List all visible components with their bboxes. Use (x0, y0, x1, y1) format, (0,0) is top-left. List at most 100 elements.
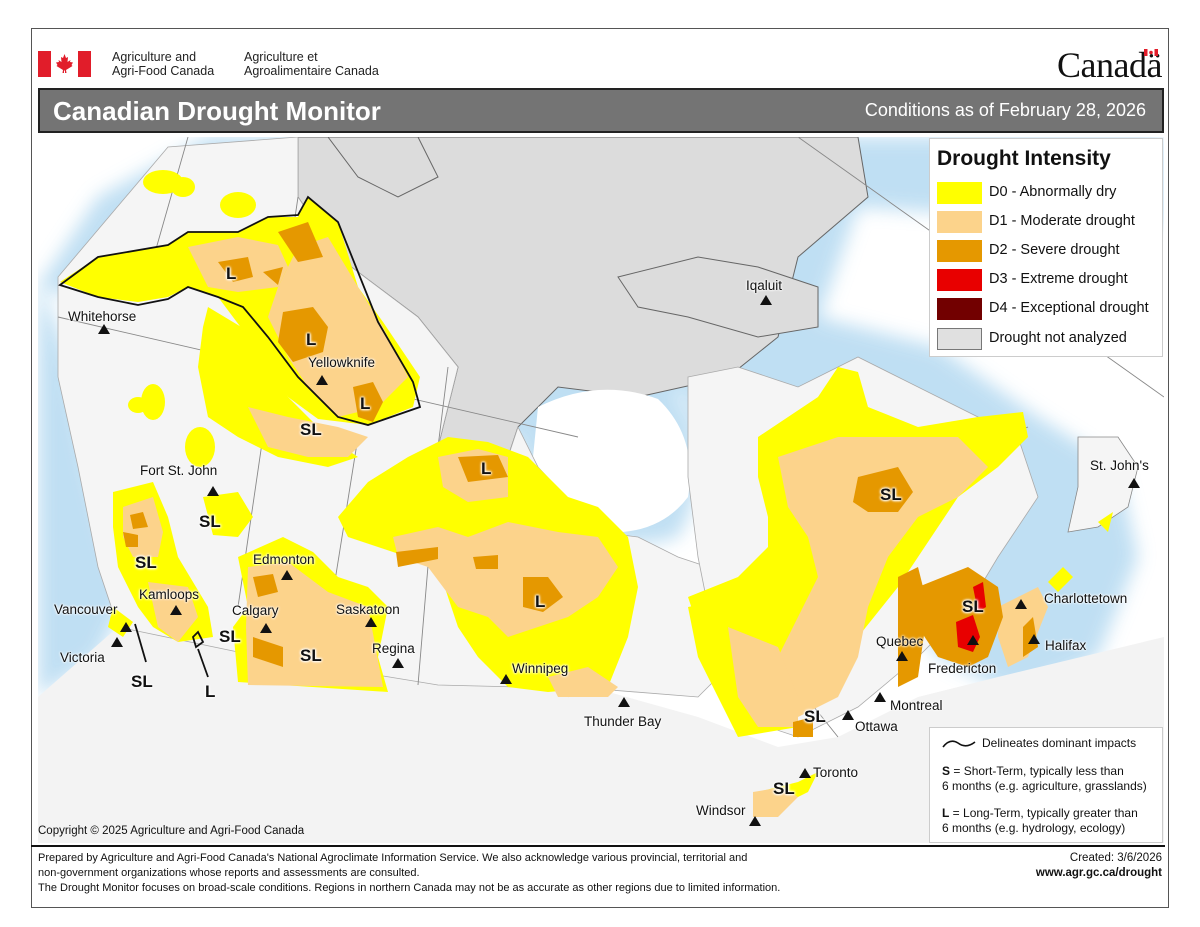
impact-label: L (226, 264, 237, 283)
city-label-iqaluit: Iqaluit (746, 278, 783, 293)
city-label-charlottetown: Charlottetown (1044, 591, 1128, 606)
long-term-line2: 6 months (e.g. hydrology, ecology) (942, 821, 1126, 835)
department-en-line2: Agri-Food Canada (112, 64, 215, 78)
legend-title: Drought Intensity (937, 147, 1111, 170)
city-marker-calgary (260, 623, 272, 633)
impact-label: SL (131, 672, 153, 691)
city-label-whitehorse: Whitehorse (68, 309, 137, 324)
legend-label-d3: D3 - Extreme drought (989, 271, 1128, 287)
legend-swatch-d2 (937, 240, 982, 262)
city-label-vancouver: Vancouver (54, 602, 118, 617)
created-date: Created: 3/6/2026 (1069, 852, 1162, 864)
impact-label: L (306, 330, 317, 349)
legend-swatch-d3 (937, 269, 982, 291)
city-marker-thunder-bay (618, 697, 630, 707)
copyright-notice: Copyright © 2025 Agriculture and Agri-Fo… (38, 825, 305, 837)
short-term-line2: 6 months (e.g. agriculture, grasslands) (942, 779, 1147, 793)
long-term-key: L (942, 806, 950, 820)
city-label-toronto: Toronto (813, 765, 859, 780)
delineation-line-icon (942, 740, 976, 748)
long-term-line1: L = Long-Term, typically greater than (942, 806, 1138, 821)
department-en-line1: Agriculture and (112, 50, 197, 64)
impact-label: SL (804, 707, 826, 726)
city-marker-halifax (1028, 634, 1040, 644)
canada-wordmark: Canadä (1057, 47, 1162, 83)
city-label-kamloops: Kamloops (139, 587, 200, 602)
footer-line-3: The Drought Monitor focuses on broad-sca… (38, 882, 781, 894)
delineates-text: Delineates dominant impacts (982, 736, 1137, 750)
city-marker-toronto (799, 768, 811, 778)
conditions-date: Conditions as of February 28, 2026 (864, 100, 1146, 120)
city-label-edmonton: Edmonton (253, 552, 315, 567)
city-marker-saskatoon (365, 617, 377, 627)
legend-item-not-analyzed: Drought not analyzed (937, 328, 1159, 351)
impact-label: SL (962, 597, 984, 616)
legend-label-d2: D2 - Severe drought (989, 242, 1120, 258)
legend-item-d3: D3 - Extreme drought (937, 269, 1159, 292)
map-canvas (38, 137, 1164, 843)
city-label-victoria: Victoria (60, 650, 105, 665)
legend-item-d4: D4 - Exceptional drought (937, 298, 1159, 321)
city-label-windsor: Windsor (696, 803, 746, 818)
city-marker-winnipeg (500, 674, 512, 684)
legend-item-d2: D2 - Severe drought (937, 240, 1159, 263)
legend-item-d0: D0 - Abnormally dry (937, 182, 1159, 205)
impact-label: L (535, 592, 546, 611)
legend-swatch-not-analyzed (937, 328, 982, 350)
impact-label: SL (773, 779, 795, 798)
footer-line-1: Prepared by Agriculture and Agri-Food Ca… (38, 852, 748, 864)
legend-item-d1: D1 - Moderate drought (937, 211, 1159, 234)
city-marker-montreal (874, 692, 886, 702)
impact-notes-legend: Delineates dominant impacts S = Short-Te… (929, 727, 1163, 843)
city-marker-fredericton (967, 635, 979, 645)
city-label-thunder-bay: Thunder Bay (584, 714, 662, 729)
city-marker-quebec (896, 651, 908, 661)
drought-website-link[interactable]: www.agr.gc.ca/drought (1035, 867, 1162, 879)
legend-swatch-d1 (937, 211, 982, 233)
footer-line-2: non-government organizations whose repor… (38, 867, 420, 879)
canada-flag-icon (38, 51, 91, 77)
header: Agriculture and Agri-Food Canada Agricul… (38, 47, 1164, 87)
short-term-line1: S = Short-Term, typically less than (942, 764, 1124, 779)
impact-label: SL (199, 512, 221, 531)
short-term-text-1: = Short-Term, typically less than (950, 764, 1124, 778)
city-marker-yellowknife (316, 375, 328, 385)
department-name-english: Agriculture and Agri-Food Canada (112, 50, 214, 78)
city-marker-st-johns (1128, 478, 1140, 488)
city-label-fort-st-john: Fort St. John (140, 463, 218, 478)
city-label-regina: Regina (372, 641, 415, 656)
department-fr-line2: Agroalimentaire Canada (244, 64, 379, 78)
title-bar: Canadian Drought Monitor Conditions as o… (38, 88, 1164, 133)
footer-divider (31, 845, 1165, 847)
city-label-ottawa: Ottawa (855, 719, 898, 734)
legend-label-d4: D4 - Exceptional drought (989, 300, 1149, 316)
short-term-key: S (942, 764, 951, 778)
city-marker-ottawa (842, 710, 854, 720)
drought-intensity-legend: Drought Intensity D0 - Abnormally dry D1… (929, 138, 1163, 357)
city-label-fredericton: Fredericton (928, 661, 997, 676)
city-marker-edmonton (281, 570, 293, 580)
city-marker-vancouver (120, 622, 132, 632)
city-label-yellowknife: Yellowknife (308, 355, 376, 370)
wordmark-flag-icon (1144, 49, 1158, 56)
department-name-french: Agriculture et Agroalimentaire Canada (244, 50, 379, 78)
city-label-calgary: Calgary (232, 603, 279, 618)
legend-swatch-d0 (937, 182, 982, 204)
city-marker-regina (392, 658, 404, 668)
city-marker-victoria (111, 637, 123, 647)
department-fr-line1: Agriculture et (244, 50, 318, 64)
impact-label: SL (300, 420, 322, 439)
city-marker-whitehorse (98, 324, 110, 334)
city-label-halifax: Halifax (1045, 638, 1087, 653)
impact-label: L (205, 682, 216, 701)
city-marker-iqaluit (760, 295, 772, 305)
legend-swatch-d4 (937, 298, 982, 320)
impact-label: SL (300, 646, 322, 665)
impact-label: SL (135, 553, 157, 572)
city-label-saskatoon: Saskatoon (336, 602, 400, 617)
city-label-winnipeg: Winnipeg (512, 661, 569, 676)
footer-credits: Prepared by Agriculture and Agri-Food Ca… (38, 851, 898, 896)
page-title: Canadian Drought Monitor (53, 96, 381, 126)
city-marker-charlottetown (1015, 599, 1027, 609)
long-term-text-1: = Long-Term, typically greater than (949, 806, 1138, 820)
